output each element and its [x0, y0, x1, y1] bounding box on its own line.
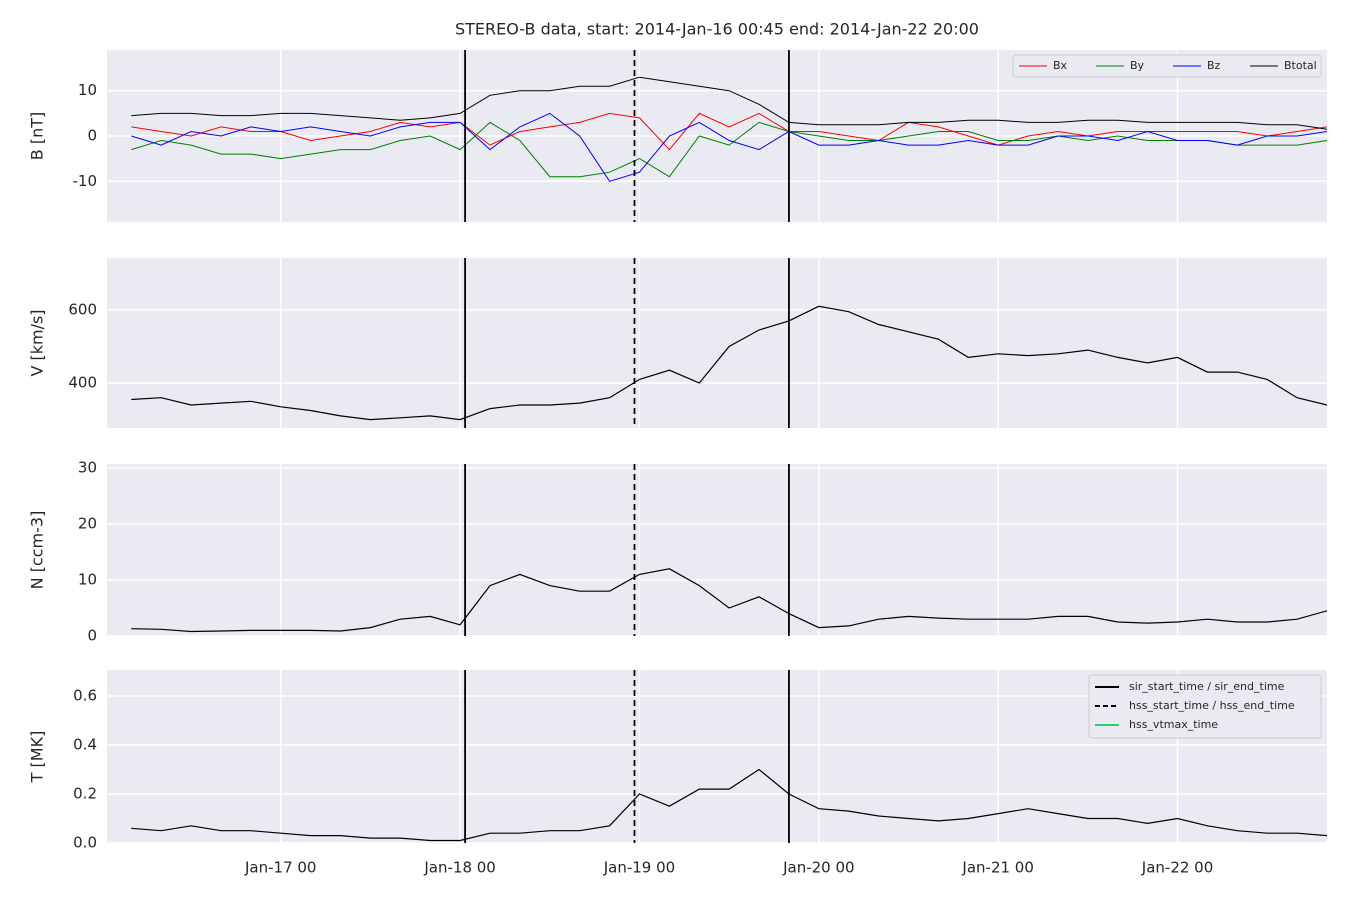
legend-box [1088, 674, 1322, 739]
x-tick-label: Jan-18 00 [423, 859, 495, 877]
x-tick-label: Jan-20 00 [782, 859, 854, 877]
legend-label: hss_vtmax_time [1129, 718, 1218, 731]
y-tick-label: 0.0 [73, 834, 97, 852]
x-tick-label: Jan-21 00 [961, 859, 1033, 877]
y-tick-label: 0.4 [73, 735, 97, 753]
y-axis-label: V [km/s] [28, 309, 47, 376]
legend-box [1012, 54, 1322, 78]
y-axis-label: B [nT] [28, 112, 47, 160]
y-tick-label: 400 [68, 374, 97, 392]
data-line [131, 112, 1327, 151]
x-tick-label: Jan-22 00 [1141, 859, 1213, 877]
y-tick-label: 20 [78, 514, 97, 532]
data-line [131, 305, 1327, 421]
y-tick-label: 10 [78, 570, 97, 588]
y-tick-label: 600 [68, 300, 97, 318]
legend-label: Bx [1053, 59, 1068, 72]
data-line [131, 76, 1327, 130]
y-tick-label: 30 [78, 458, 97, 476]
plot-background [107, 258, 1327, 428]
legend-label: Btotal [1284, 59, 1317, 72]
data-line [131, 112, 1327, 182]
y-tick-label: 0.2 [73, 784, 97, 802]
legend-label: By [1130, 59, 1145, 72]
x-tick-label: Jan-19 00 [603, 859, 675, 877]
chart-title: STEREO-B data, start: 2014-Jan-16 00:45 … [455, 20, 979, 39]
plot-background [107, 464, 1327, 636]
y-tick-label: 0 [87, 127, 97, 145]
y-tick-label: 0 [87, 627, 97, 645]
y-tick-label: 10 [78, 81, 97, 99]
y-tick-label: 0.6 [73, 686, 97, 704]
data-line [131, 768, 1327, 842]
y-tick-label: -10 [73, 172, 98, 190]
y-axis-label: T [MK] [28, 731, 47, 784]
data-line [131, 568, 1327, 633]
x-tick-label: Jan-17 00 [244, 859, 316, 877]
legend-label: Bz [1207, 59, 1221, 72]
y-axis-label: N [ccm-3] [28, 511, 47, 590]
legend-label: hss_start_time / hss_end_time [1129, 699, 1295, 712]
legend-label: sir_start_time / sir_end_time [1129, 680, 1285, 693]
